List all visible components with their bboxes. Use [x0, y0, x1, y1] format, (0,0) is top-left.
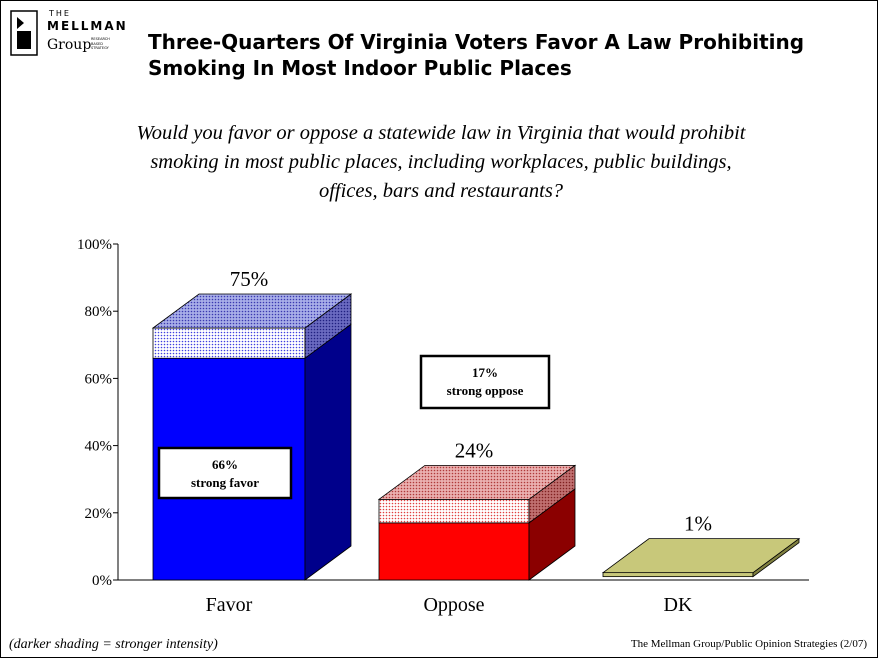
y-tick-label: 60% [85, 371, 113, 387]
bar-strong-side [304, 323, 352, 581]
page-title: Three-Quarters Of Virginia Voters Favor … [148, 29, 868, 81]
bar-soft-front [152, 327, 306, 359]
value-label: 1% [684, 512, 712, 536]
bar-soft-front [378, 498, 530, 524]
logo-group: Group [47, 37, 92, 53]
logo-sub-3: STRATEGY [91, 46, 109, 50]
y-tick-label: 80% [85, 304, 113, 320]
strong-callout-text: strong favor [191, 475, 259, 490]
shading-note: (darker shading = stronger intensity) [9, 637, 218, 652]
logo-name: MELLMAN [47, 19, 128, 33]
category-label: DK [664, 594, 693, 616]
title-line-1: Three-Quarters Of Virginia Voters Favor … [148, 30, 805, 54]
y-tick-label: 0% [92, 573, 112, 589]
category-label: Favor [206, 594, 253, 616]
logo-sub-1: RESEARCH [91, 37, 110, 41]
source-credit: The Mellman Group/Public Opinion Strateg… [630, 638, 867, 650]
mellman-logo: THE MELLMAN Group RESEARCH BASED STRATEG… [9, 5, 129, 61]
logo-subtitle: RESEARCH BASED STRATEGY [91, 37, 110, 51]
survey-question: Would you favor or oppose a statewide la… [81, 119, 801, 206]
y-tick-label: 20% [85, 506, 113, 522]
strong-callout-pct: 66% [212, 457, 238, 472]
bar-top [151, 293, 353, 329]
bar-dk-front [602, 572, 754, 578]
strong-callout-text: strong oppose [447, 383, 524, 398]
logo-sub-2: BASED [91, 41, 103, 46]
y-tick-label: 40% [85, 439, 113, 455]
chart-plot-area: 0% 20% 40% 60% 80% 100% Favor 75% Oppose 24% DK 1% 6… [77, 237, 809, 616]
logo-the: THE [49, 9, 71, 18]
category-label: Oppose [423, 594, 484, 616]
bar-dk-top [601, 538, 801, 574]
question-line-3: offices, bars and restaurants? [318, 180, 564, 202]
title-line-2: Smoking In Most Indoor Public Places [148, 56, 572, 80]
strong-callout-pct: 17% [472, 365, 498, 380]
question-line-2: smoking in most public places, including… [150, 151, 732, 173]
logo-mark-icon [10, 10, 38, 56]
strong-callout-box [419, 354, 551, 410]
value-label: 75% [230, 267, 269, 291]
question-line-1: Would you favor or oppose a statewide la… [136, 122, 746, 144]
bar-top [377, 464, 577, 500]
y-tick-label: 100% [77, 237, 112, 253]
strong-callout-box [157, 446, 293, 500]
value-label: 24% [455, 438, 494, 462]
bar-strong-front [378, 522, 530, 581]
